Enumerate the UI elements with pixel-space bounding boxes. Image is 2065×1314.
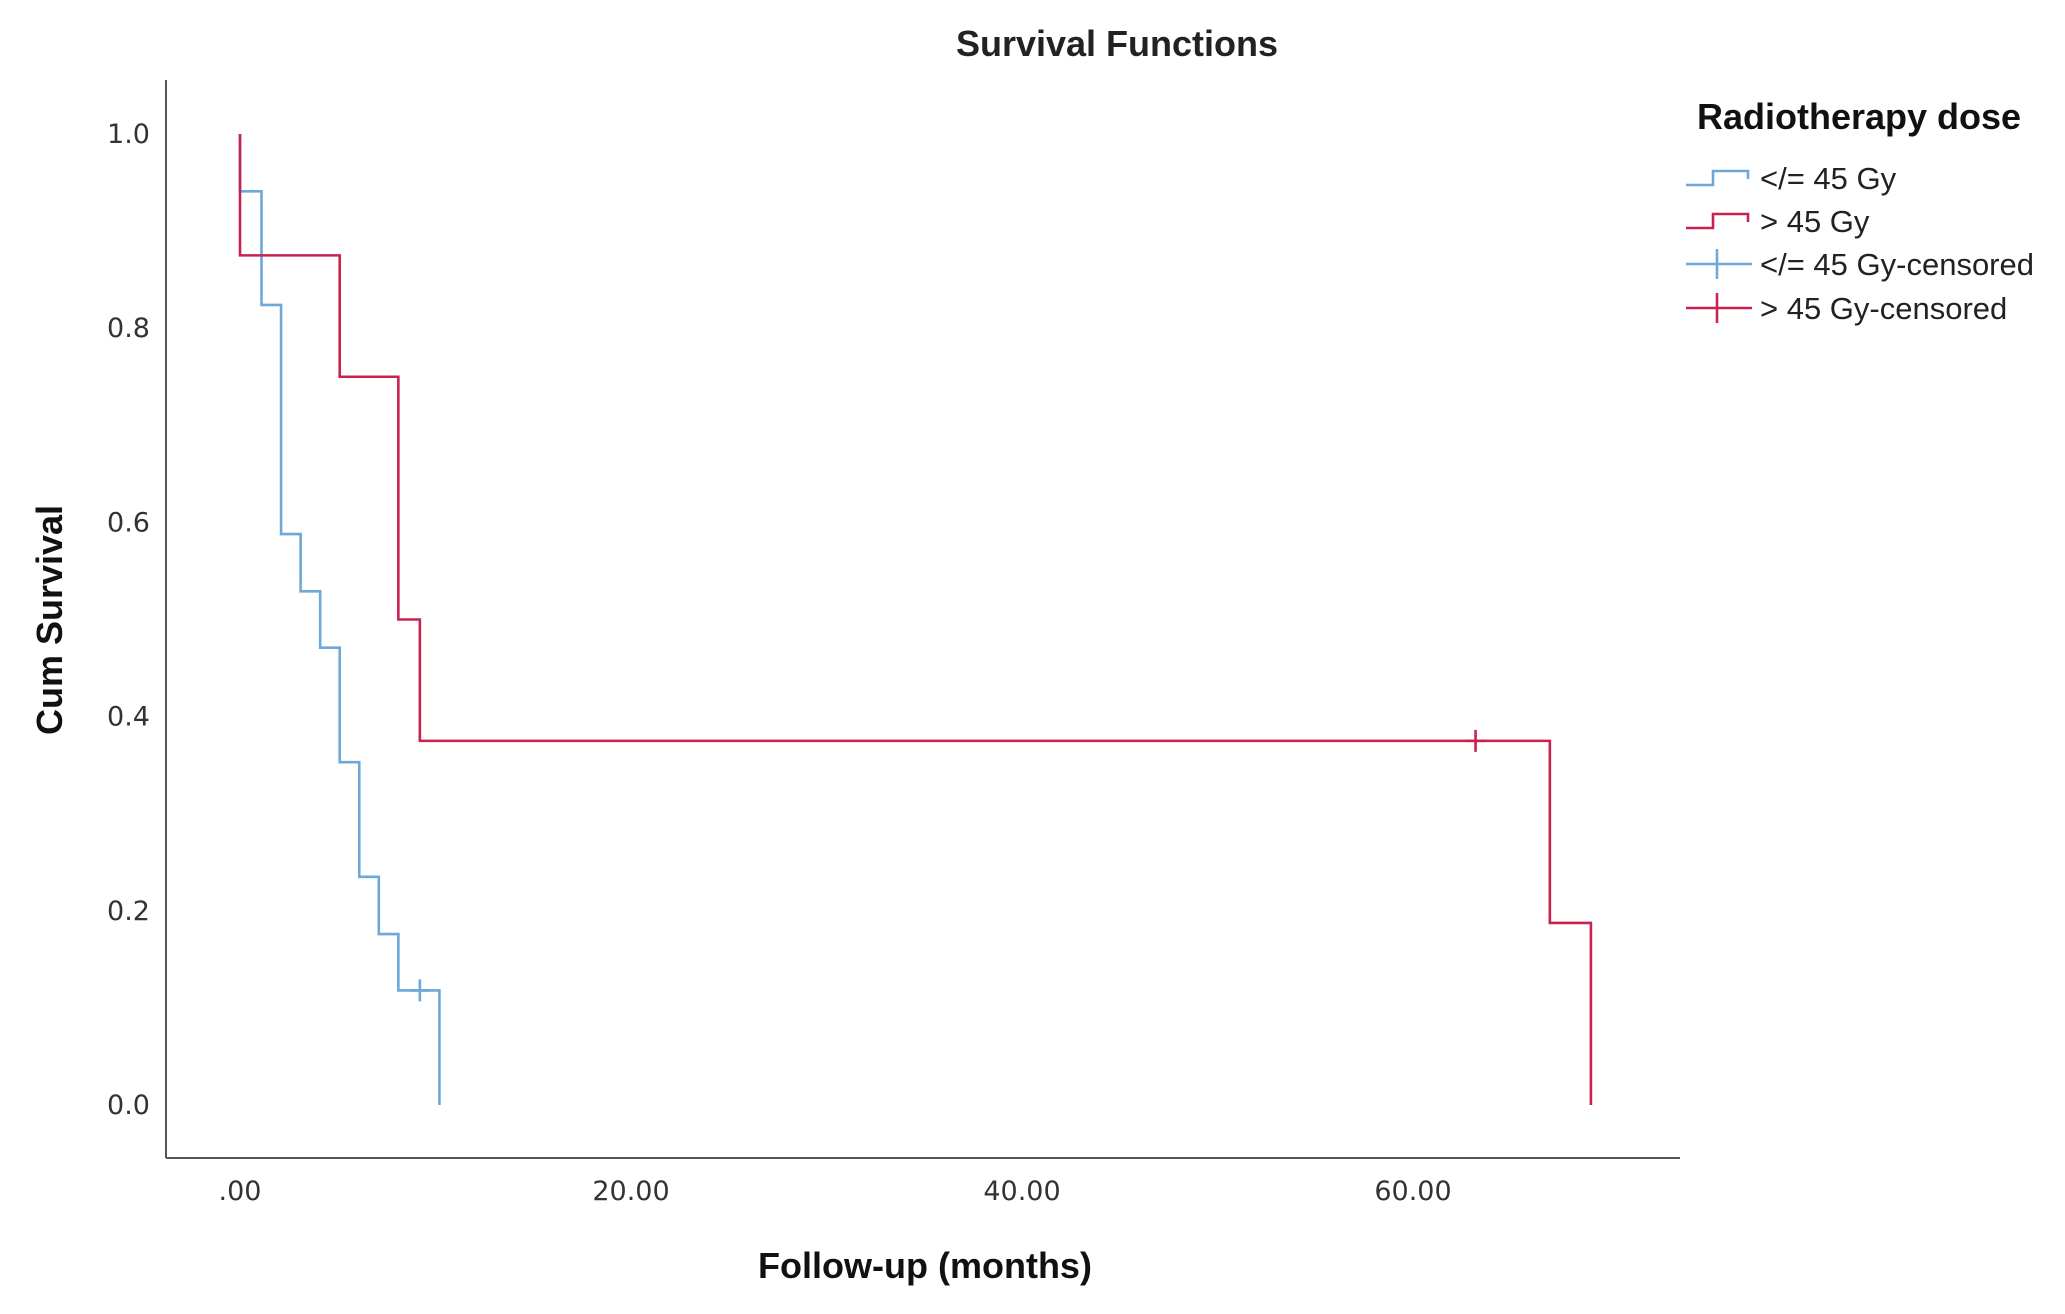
legend-title: Radiotherapy dose: [1697, 96, 2021, 137]
survival-step-line: [238, 134, 441, 1105]
x-tick-labels: .00 20.00 40.00 60.00: [219, 1176, 1452, 1207]
legend-entry: > 45 Gy: [1686, 204, 1870, 239]
y-tick-label: 0.2: [107, 896, 150, 927]
x-tick-label: .00: [219, 1176, 262, 1207]
legend-label: > 45 Gy-censored: [1760, 291, 2007, 326]
x-axis-label: Follow-up (months): [758, 1245, 1092, 1286]
legend-entries: </= 45 Gy > 45 Gy </= 45 Gy-censored > 45 G…: [1686, 161, 2034, 326]
legend-censor-swatch: [1686, 249, 1752, 279]
legend-entry: </= 45 Gy: [1686, 161, 1897, 196]
legend-label: </= 45 Gy-censored: [1760, 247, 2034, 282]
y-tick-label: 1.0: [107, 119, 150, 150]
plot-axes: [165, 80, 1680, 1159]
legend-step-swatch: [1686, 212, 1750, 230]
survival-step-line: [238, 134, 1593, 1105]
series-layer: [238, 134, 1593, 1105]
y-tick-label: 0.0: [107, 1090, 150, 1121]
series-le-45-gy: [238, 134, 441, 1105]
legend-entry: > 45 Gy-censored: [1686, 291, 2007, 326]
x-tick-label: 60.00: [1374, 1176, 1451, 1207]
legend-censor-swatch: [1686, 293, 1752, 323]
censor-mark: [409, 979, 430, 1002]
y-tick-labels: 0.0 0.2 0.4 0.6 0.8 1.0: [107, 119, 150, 1121]
y-tick-label: 0.4: [107, 702, 150, 733]
y-tick-label: 0.6: [107, 507, 150, 538]
legend-label: </= 45 Gy: [1760, 161, 1897, 196]
legend-entry: </= 45 Gy-censored: [1686, 247, 2034, 282]
legend-label: > 45 Gy: [1760, 204, 1870, 239]
legend: Radiotherapy dose </= 45 Gy> 45 Gy</= 45…: [1686, 96, 2034, 326]
y-tick-label: 0.8: [107, 313, 150, 344]
series-gt-45-gy: [238, 134, 1593, 1105]
x-tick-label: 40.00: [983, 1176, 1060, 1207]
censor-mark: [1465, 729, 1486, 752]
legend-step-swatch: [1686, 169, 1750, 187]
chart-title: Survival Functions: [956, 23, 1278, 64]
x-tick-label: 20.00: [592, 1176, 669, 1207]
y-axis-label: Cum Survival: [29, 505, 70, 735]
